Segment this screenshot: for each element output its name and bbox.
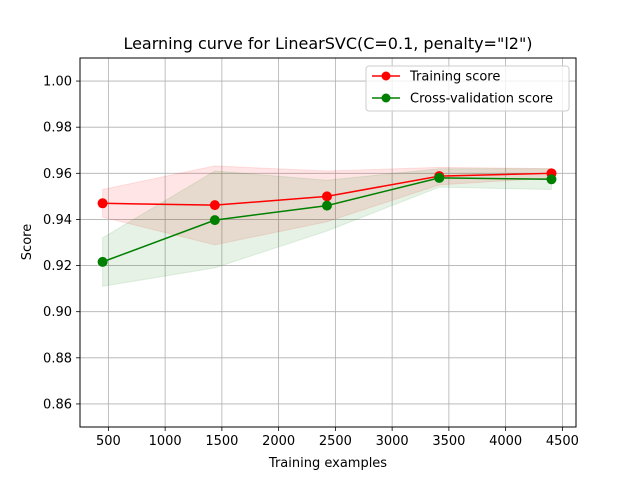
y-tick-label: 0.92 bbox=[43, 259, 72, 274]
x-axis-label: Training examples bbox=[268, 456, 387, 471]
x-tick-label: 4500 bbox=[546, 434, 579, 449]
legend-marker-cross-validation bbox=[381, 93, 391, 103]
axes-background bbox=[80, 58, 576, 427]
y-axis-ticks: 0.86 0.88 0.90 0.92 0.94 0.96 0.98 1.00 bbox=[43, 75, 80, 412]
data-point-training bbox=[209, 200, 220, 211]
x-tick-label: 3000 bbox=[376, 434, 409, 449]
data-point-cross-validation bbox=[97, 256, 108, 267]
x-tick-label: 2000 bbox=[262, 434, 295, 449]
data-point-cross-validation bbox=[209, 215, 220, 226]
plot-area bbox=[79, 57, 577, 428]
chart-title: Learning curve for LinearSVC(C=0.1, pena… bbox=[123, 34, 532, 53]
legend-label-cross-validation: Cross-validation score bbox=[410, 92, 553, 107]
x-axis-ticks: 500 1000 1500 2000 2500 3000 3500 4000 4500 bbox=[96, 427, 579, 449]
y-tick-label: 0.96 bbox=[43, 167, 72, 182]
x-tick-label: 4000 bbox=[489, 434, 522, 449]
legend-marker-training bbox=[381, 71, 391, 81]
y-tick-label: 1.00 bbox=[43, 75, 72, 90]
y-axis-label: Score bbox=[20, 224, 35, 260]
legend-label-training: Training score bbox=[409, 70, 500, 85]
data-point-cross-validation bbox=[321, 200, 332, 211]
data-point-cross-validation bbox=[546, 174, 557, 185]
y-tick-label: 0.86 bbox=[43, 397, 72, 412]
data-point-training bbox=[97, 198, 108, 209]
axes-frame bbox=[79, 57, 577, 428]
x-tick-label: 2500 bbox=[319, 434, 352, 449]
x-tick-label: 1000 bbox=[149, 434, 182, 449]
confidence-band-cross-validation bbox=[102, 168, 552, 287]
series-markers bbox=[97, 168, 557, 267]
x-tick-label: 3500 bbox=[432, 434, 465, 449]
data-point-training bbox=[321, 191, 332, 202]
y-tick-label: 0.94 bbox=[43, 213, 72, 228]
legend-box bbox=[365, 65, 570, 112]
y-tick-label: 0.90 bbox=[43, 305, 72, 320]
legend: Training score Cross-validation score bbox=[365, 65, 570, 112]
x-tick-label: 1500 bbox=[205, 434, 238, 449]
y-tick-label: 0.88 bbox=[43, 351, 72, 366]
x-tick-label: 500 bbox=[96, 434, 121, 449]
y-tick-label: 0.98 bbox=[43, 121, 72, 136]
data-point-cross-validation bbox=[434, 172, 445, 183]
